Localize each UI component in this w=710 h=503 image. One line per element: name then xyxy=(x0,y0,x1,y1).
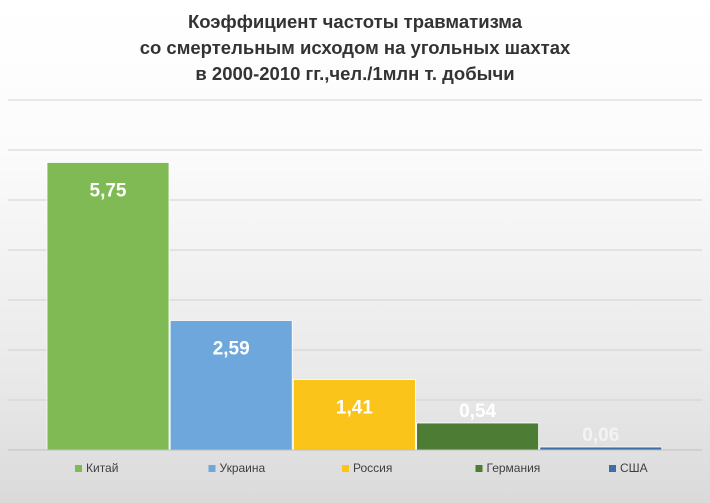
data-label: 0,54 xyxy=(459,401,496,422)
legend-label: Россия xyxy=(353,461,392,475)
legend-swatch xyxy=(342,465,349,472)
chart-title-line-1: Коэффициент частоты травматизма xyxy=(187,11,523,32)
data-label: 2,59 xyxy=(213,339,250,360)
chart-title-line-2: со смертельным исходом на угольных шахта… xyxy=(139,37,571,58)
data-label: 0,06 xyxy=(582,425,619,446)
bar xyxy=(169,320,293,451)
legend-label: США xyxy=(620,461,648,475)
legend-swatch xyxy=(75,465,82,472)
bar xyxy=(416,422,540,451)
legend-swatch xyxy=(609,465,616,472)
data-label: 1,41 xyxy=(336,398,373,419)
bar xyxy=(46,162,170,451)
legend-label: Германия xyxy=(487,461,541,475)
legend-label: Украина xyxy=(220,461,266,475)
chart-title-line-3: в 2000-2010 гг.,чел./1млн т. добычи xyxy=(195,63,515,84)
data-label: 5,75 xyxy=(90,181,127,202)
bar xyxy=(292,379,416,451)
legend-swatch xyxy=(208,465,216,472)
legend-label: Китай xyxy=(86,461,118,475)
legend-swatch xyxy=(475,465,483,472)
chart-title: Коэффициент частоты травматизма со смерт… xyxy=(0,9,710,87)
